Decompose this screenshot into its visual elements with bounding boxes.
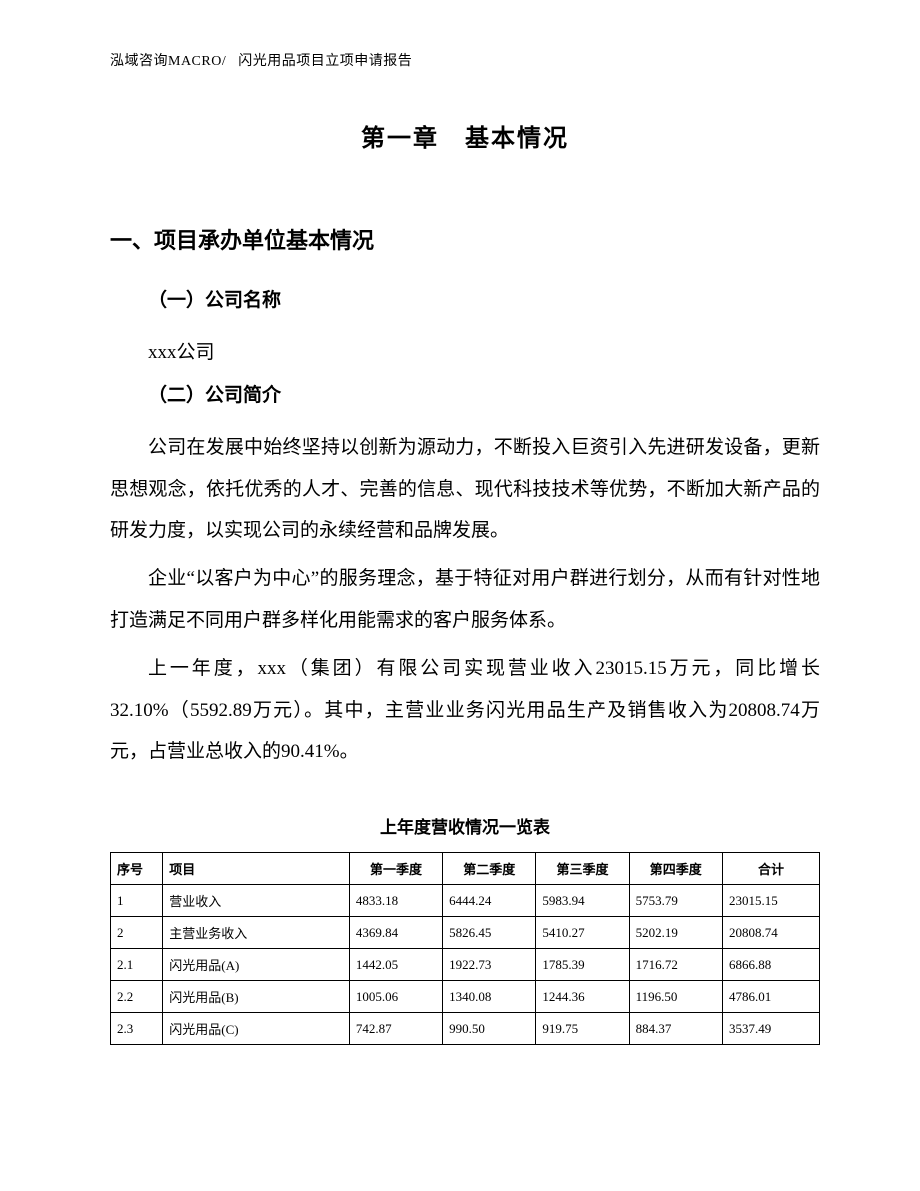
paragraph: 公司在发展中始终坚持以创新为源动力，不断投入巨资引入先进研发设备，更新思想观念，… bbox=[110, 427, 820, 552]
cell: 1922.73 bbox=[443, 949, 536, 981]
table-row: 2.3 闪光用品(C) 742.87 990.50 919.75 884.37 … bbox=[111, 1013, 820, 1045]
cell: 5983.94 bbox=[536, 885, 629, 917]
cell: 1340.08 bbox=[443, 981, 536, 1013]
chapter-title: 第一章 基本情况 bbox=[110, 118, 820, 153]
cell: 4786.01 bbox=[722, 981, 819, 1013]
col-header: 序号 bbox=[111, 853, 163, 885]
col-header: 第三季度 bbox=[536, 853, 629, 885]
cell: 6444.24 bbox=[443, 885, 536, 917]
col-header: 第二季度 bbox=[443, 853, 536, 885]
header-right: 闪光用品项目立项申请报告 bbox=[238, 54, 412, 69]
cell: 闪光用品(C) bbox=[163, 1013, 350, 1045]
page-header: 泓域咨询MACRO/ 闪光用品项目立项申请报告 bbox=[110, 50, 820, 70]
header-left: 泓域咨询MACRO/ bbox=[110, 54, 226, 69]
cell: 742.87 bbox=[349, 1013, 442, 1045]
col-header: 第四季度 bbox=[629, 853, 722, 885]
col-header: 项目 bbox=[163, 853, 350, 885]
document-page: 泓域咨询MACRO/ 闪光用品项目立项申请报告 第一章 基本情况 一、项目承办单… bbox=[0, 0, 920, 1191]
paragraph: 上一年度，xxx（集团）有限公司实现营业收入23015.15万元，同比增长32.… bbox=[110, 648, 820, 773]
table-row: 2 主营业务收入 4369.84 5826.45 5410.27 5202.19… bbox=[111, 917, 820, 949]
cell: 2.1 bbox=[111, 949, 163, 981]
cell: 2.3 bbox=[111, 1013, 163, 1045]
cell: 2 bbox=[111, 917, 163, 949]
company-name: xxx公司 bbox=[110, 332, 820, 374]
section-heading: 一、项目承办单位基本情况 bbox=[110, 223, 820, 255]
table-row: 2.2 闪光用品(B) 1005.06 1340.08 1244.36 1196… bbox=[111, 981, 820, 1013]
cell: 884.37 bbox=[629, 1013, 722, 1045]
cell: 2.2 bbox=[111, 981, 163, 1013]
paragraph: 企业“以客户为中心”的服务理念，基于特征对用户群进行划分，从而有针对性地打造满足… bbox=[110, 558, 820, 642]
cell: 5202.19 bbox=[629, 917, 722, 949]
table-title: 上年度营收情况一览表 bbox=[110, 813, 820, 838]
cell: 主营业务收入 bbox=[163, 917, 350, 949]
col-header: 合计 bbox=[722, 853, 819, 885]
cell: 20808.74 bbox=[722, 917, 819, 949]
cell: 1785.39 bbox=[536, 949, 629, 981]
cell: 919.75 bbox=[536, 1013, 629, 1045]
cell: 1 bbox=[111, 885, 163, 917]
table-header-row: 序号 项目 第一季度 第二季度 第三季度 第四季度 合计 bbox=[111, 853, 820, 885]
cell: 5753.79 bbox=[629, 885, 722, 917]
subsection-heading: （二）公司简介 bbox=[110, 380, 820, 407]
cell: 1716.72 bbox=[629, 949, 722, 981]
subsection-heading: （一）公司名称 bbox=[110, 285, 820, 312]
table-row: 2.1 闪光用品(A) 1442.05 1922.73 1785.39 1716… bbox=[111, 949, 820, 981]
cell: 闪光用品(A) bbox=[163, 949, 350, 981]
cell: 营业收入 bbox=[163, 885, 350, 917]
revenue-table: 序号 项目 第一季度 第二季度 第三季度 第四季度 合计 1 营业收入 4833… bbox=[110, 852, 820, 1045]
cell: 3537.49 bbox=[722, 1013, 819, 1045]
cell: 990.50 bbox=[443, 1013, 536, 1045]
col-header: 第一季度 bbox=[349, 853, 442, 885]
cell: 1196.50 bbox=[629, 981, 722, 1013]
cell: 5826.45 bbox=[443, 917, 536, 949]
cell: 4369.84 bbox=[349, 917, 442, 949]
cell: 1244.36 bbox=[536, 981, 629, 1013]
cell: 4833.18 bbox=[349, 885, 442, 917]
cell: 闪光用品(B) bbox=[163, 981, 350, 1013]
cell: 23015.15 bbox=[722, 885, 819, 917]
table-row: 1 营业收入 4833.18 6444.24 5983.94 5753.79 2… bbox=[111, 885, 820, 917]
cell: 1442.05 bbox=[349, 949, 442, 981]
cell: 6866.88 bbox=[722, 949, 819, 981]
cell: 1005.06 bbox=[349, 981, 442, 1013]
cell: 5410.27 bbox=[536, 917, 629, 949]
